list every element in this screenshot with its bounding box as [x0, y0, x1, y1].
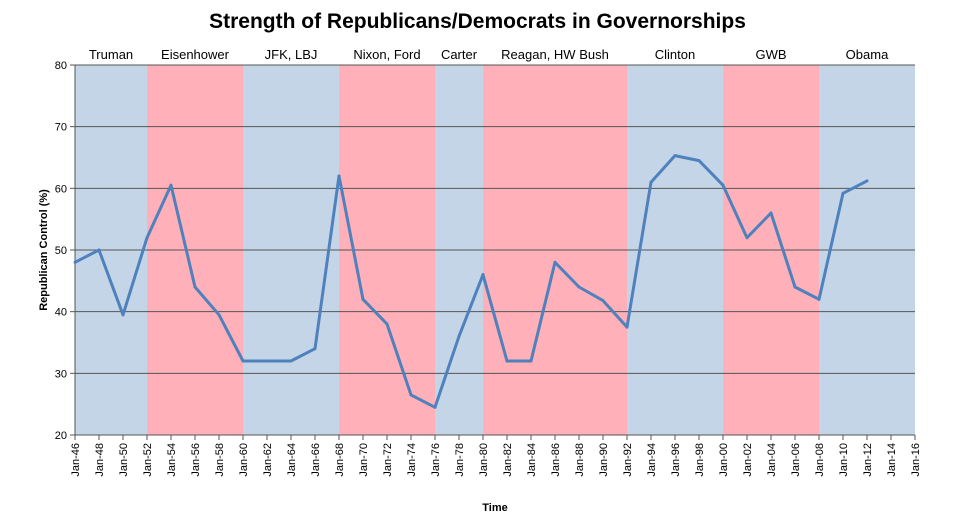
- data-point: [409, 393, 413, 397]
- data-point: [793, 285, 797, 289]
- x-tick-label: Jan-52: [142, 443, 154, 477]
- data-point: [721, 183, 725, 187]
- data-point: [697, 159, 701, 163]
- x-tick-label: Jan-78: [454, 443, 466, 477]
- x-tick-label: Jan-54: [166, 443, 178, 477]
- y-tick-label: 40: [55, 307, 67, 319]
- era-label: Clinton: [655, 47, 695, 62]
- y-tick-label: 20: [55, 430, 67, 442]
- era-label: Eisenhower: [161, 47, 230, 62]
- x-tick-label: Jan-82: [502, 443, 514, 477]
- x-tick-label: Jan-64: [286, 443, 298, 477]
- data-point: [649, 180, 653, 184]
- era-label: Nixon, Ford: [353, 47, 420, 62]
- era-label: Obama: [846, 47, 889, 62]
- data-point: [433, 405, 437, 409]
- y-axis-title: Republican Control (%): [38, 189, 50, 311]
- data-point: [145, 236, 149, 240]
- data-point: [457, 334, 461, 338]
- y-tick-label: 60: [55, 183, 67, 195]
- x-tick-label: Jan-68: [334, 443, 346, 477]
- data-point: [481, 273, 485, 277]
- data-point: [769, 211, 773, 215]
- y-tick-label: 70: [55, 122, 67, 134]
- x-tick-label: Jan-70: [358, 443, 370, 477]
- era-labels: Truman Eisenhower JFK, LBJ Nixon, Ford Carte…: [89, 47, 889, 62]
- data-point: [505, 359, 509, 363]
- x-tick-label: Jan-74: [406, 443, 418, 477]
- x-tick-label: Jan-58: [214, 443, 226, 477]
- data-point: [673, 154, 677, 158]
- data-point: [193, 285, 197, 289]
- x-tick-label: Jan-02: [742, 443, 754, 477]
- data-point: [121, 313, 125, 317]
- series-group: [73, 154, 869, 409]
- data-point: [313, 347, 317, 351]
- x-tick-label: Jan-88: [574, 443, 586, 477]
- x-axis-title: Time: [482, 502, 507, 514]
- x-tick-label: Jan-16: [910, 443, 922, 477]
- data-point: [241, 359, 245, 363]
- data-point: [97, 248, 101, 252]
- x-tick-label: Jan-06: [790, 443, 802, 477]
- data-point: [289, 359, 293, 363]
- y-tick-label: 50: [55, 245, 67, 257]
- data-point: [169, 183, 173, 187]
- y-tick-label: 80: [55, 60, 67, 72]
- x-tick-label: Jan-62: [262, 443, 274, 477]
- grid-lines: [70, 64, 916, 440]
- data-point: [385, 322, 389, 326]
- x-tick-label: Jan-80: [478, 443, 490, 477]
- series-line: [74, 154, 868, 409]
- x-tick-label: Jan-94: [646, 443, 658, 477]
- x-tick-label: Jan-76: [430, 443, 442, 477]
- x-tick-label: Jan-50: [118, 443, 130, 477]
- data-point: [817, 297, 821, 301]
- data-point: [601, 299, 605, 303]
- chart-title: Strength of Republicans/Democrats in Gov…: [209, 10, 746, 33]
- data-point: [337, 174, 341, 178]
- data-point: [265, 359, 269, 363]
- x-tick-label: Jan-48: [94, 443, 106, 477]
- data-point: [217, 313, 221, 317]
- data-point: [553, 260, 557, 264]
- x-tick-label: Jan-04: [766, 443, 778, 477]
- era-label: GWB: [755, 47, 786, 62]
- x-tick-label: Jan-90: [598, 443, 610, 477]
- x-tick-label: Jan-00: [718, 443, 730, 477]
- x-tick-label: Jan-92: [622, 443, 634, 477]
- x-tick-label: Jan-14: [886, 443, 898, 477]
- x-tick-label: Jan-12: [862, 443, 874, 477]
- data-point: [73, 260, 77, 264]
- data-point: [625, 325, 629, 329]
- x-tick-label: Jan-60: [238, 443, 250, 477]
- y-axis-ticks: 20 30 40 50 60 70 80: [55, 60, 67, 442]
- data-point: [865, 179, 869, 183]
- era-label: Truman: [89, 47, 133, 62]
- x-tick-label: Jan-96: [670, 443, 682, 477]
- era-label: Reagan, HW Bush: [501, 47, 609, 62]
- era-label: Carter: [441, 47, 478, 62]
- x-tick-label: Jan-46: [70, 443, 82, 477]
- x-tick-label: Jan-66: [310, 443, 322, 477]
- x-tick-label: Jan-86: [550, 443, 562, 477]
- x-axis-ticks: Jan-46 Jan-48 Jan-50 Jan-52 Jan-54 Jan-56 Jan-…: [70, 443, 922, 477]
- x-tick-label: Jan-84: [526, 443, 538, 477]
- x-tick-label: Jan-98: [694, 443, 706, 477]
- x-tick-label: Jan-08: [814, 443, 826, 477]
- x-tick-label: Jan-10: [838, 443, 850, 477]
- data-point: [361, 297, 365, 301]
- data-point: [529, 359, 533, 363]
- data-point: [841, 191, 845, 195]
- x-tick-label: Jan-72: [382, 443, 394, 477]
- y-tick-label: 30: [55, 368, 67, 380]
- data-point: [577, 285, 581, 289]
- era-label: JFK, LBJ: [265, 47, 318, 62]
- data-point: [745, 236, 749, 240]
- x-tick-label: Jan-56: [190, 443, 202, 477]
